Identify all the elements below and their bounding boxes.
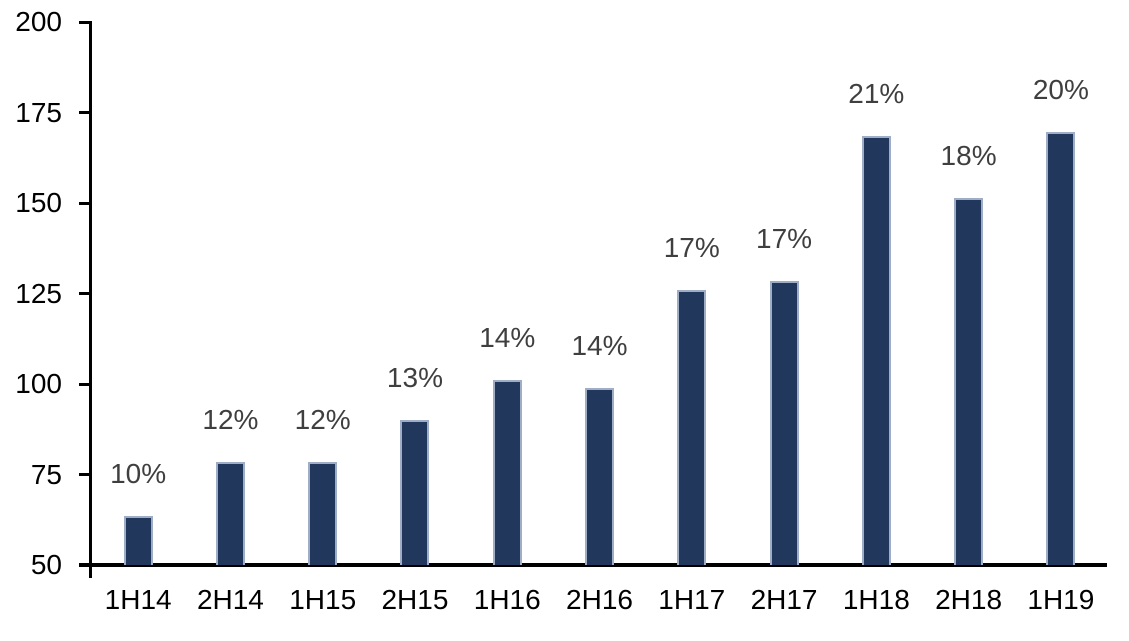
bar-value-label: 13% <box>386 362 443 394</box>
y-tick-label: 75 <box>30 458 62 490</box>
x-axis-label: 2H16 <box>566 584 633 615</box>
y-tick-mark <box>79 382 92 386</box>
y-tick-label: 125 <box>15 277 62 309</box>
bar-2H15 <box>400 420 430 565</box>
bar-value-label: 14% <box>571 329 628 361</box>
bar-2H14 <box>215 461 245 565</box>
x-axis-label: 1H15 <box>289 584 357 615</box>
x-axis-label: 1H17 <box>658 584 726 615</box>
y-tick-label: 50 <box>30 549 62 580</box>
x-axis-label: 2H18 <box>935 584 1003 615</box>
bar-value-label: 18% <box>940 139 997 171</box>
y-tick-mark <box>79 292 92 295</box>
bar-value-label: 20% <box>1032 74 1089 106</box>
bar-1H15 <box>308 461 338 565</box>
bar-value-label: 10% <box>110 458 167 490</box>
y-tick-mark <box>79 563 92 567</box>
bar-1H14 <box>123 516 153 565</box>
x-axis-label: 1H19 <box>1027 584 1095 615</box>
y-tick-mark <box>79 20 92 24</box>
bar-2H18 <box>954 197 984 565</box>
x-axis-label: 1H16 <box>473 584 541 615</box>
bar-2H16 <box>585 387 614 565</box>
y-axis-line <box>89 21 92 578</box>
bar-2H17 <box>769 280 799 565</box>
y-tick-label: 100 <box>15 368 62 399</box>
bar-value-label: 14% <box>479 322 536 354</box>
y-tick-mark <box>79 473 92 476</box>
bar-value-label: 17% <box>756 222 813 254</box>
bar-1H16 <box>492 380 522 565</box>
bar-value-label: 12% <box>202 403 259 435</box>
y-tick-label: 175 <box>15 96 62 128</box>
x-axis-label: 2H15 <box>381 584 449 615</box>
bar-1H19 <box>1046 132 1076 565</box>
bar-value-label: 17% <box>663 231 720 263</box>
x-axis-line <box>79 563 1107 567</box>
x-axis-label: 2H14 <box>196 584 264 615</box>
bar-1H17 <box>677 289 707 565</box>
x-axis-label: 2H17 <box>750 584 818 615</box>
x-axis-label: 1H14 <box>104 584 172 615</box>
bar-value-label: 12% <box>294 403 351 435</box>
y-tick-label: 150 <box>15 187 62 218</box>
bar-value-label: 21% <box>848 78 905 110</box>
y-tick-mark <box>79 201 92 205</box>
bar-1H18 <box>861 136 891 565</box>
y-tick-mark <box>79 111 92 114</box>
y-tick-label: 200 <box>15 6 62 37</box>
x-axis-label: 1H18 <box>842 584 910 615</box>
